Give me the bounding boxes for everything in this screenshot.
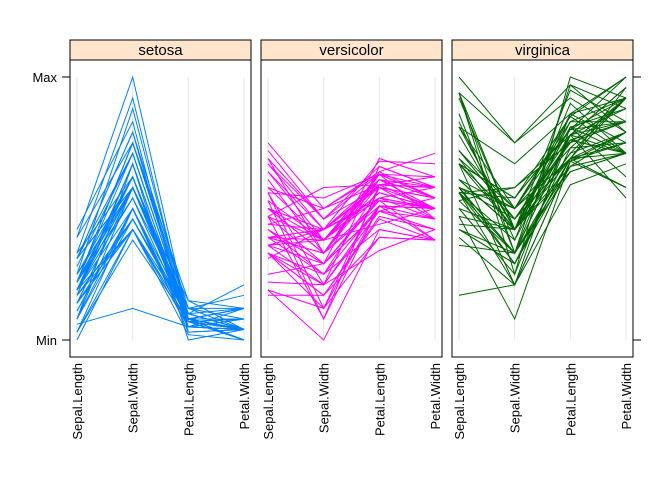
observation-line-versicolor-29 [267, 228, 436, 275]
observation-line-virginica-19 [458, 160, 627, 321]
variable-label-virginica-1: Sepal.Width [508, 363, 523, 433]
observation-line-versicolor-25 [267, 171, 436, 231]
observation-line-virginica-34 [458, 133, 627, 276]
observation-line-versicolor-31 [267, 218, 436, 297]
observation-line-setosa-37 [76, 162, 245, 341]
observation-line-setosa-42 [76, 207, 245, 333]
strip-label-virginica: virginica [515, 42, 571, 59]
variable-label-virginica-3: Petal.Width [619, 363, 634, 429]
variable-label-versicolor-1: Sepal.Width [317, 363, 332, 433]
observation-line-versicolor-37 [267, 186, 436, 310]
observation-line-setosa-41 [76, 307, 245, 328]
observation-line-virginica-25 [458, 115, 627, 210]
strip-label-versicolor: versicolor [319, 42, 383, 59]
observation-line-versicolor-42 [267, 205, 436, 276]
observation-line-virginica-47 [458, 131, 627, 231]
panel-border-virginica [451, 59, 634, 358]
observation-line-versicolor-46 [267, 197, 436, 241]
observation-line-virginica-48 [458, 97, 627, 202]
variable-label-versicolor-0: Sepal.Length [261, 363, 276, 440]
observation-line-virginica-27 [458, 152, 627, 231]
observation-line-versicolor-27 [267, 160, 436, 231]
observation-line-versicolor-39 [267, 205, 436, 286]
observation-line-versicolor-33 [267, 157, 436, 265]
observation-line-virginica-3 [458, 134, 627, 241]
series-versicolor [267, 142, 436, 341]
observation-line-versicolor-49 [267, 200, 436, 254]
observation-line-virginica-38 [458, 152, 627, 231]
variable-label-versicolor-2: Petal.Length [372, 363, 387, 436]
observation-line-virginica-21 [458, 131, 627, 254]
observation-line-setosa-49 [76, 196, 245, 330]
left-axis-label-min: Min [36, 333, 57, 348]
observation-line-versicolor-32 [267, 210, 436, 265]
observation-line-versicolor-41 [267, 179, 436, 231]
observation-line-setosa-13 [76, 228, 245, 341]
observation-line-virginica-41 [458, 97, 627, 220]
observation-line-virginica-42 [458, 142, 627, 265]
observation-line-setosa-45 [76, 228, 245, 323]
right-axis [633, 76, 641, 341]
observation-line-virginica-49 [458, 152, 627, 231]
observation-line-versicolor-34 [267, 184, 436, 259]
variable-label-virginica-2: Petal.Length [563, 363, 578, 436]
observation-line-virginica-37 [458, 139, 627, 220]
observation-line-versicolor-36 [267, 158, 436, 220]
observation-line-virginica-35 [458, 92, 627, 231]
variable-label-setosa-1: Sepal.Width [126, 363, 141, 433]
variable-label-setosa-2: Petal.Length [181, 363, 196, 436]
variable-label-versicolor-3: Petal.Width [428, 363, 443, 429]
panel-versicolor: versicolor Sepal.Length Sepal.Width Petal.L… [260, 39, 443, 440]
strip-label-setosa: setosa [138, 42, 183, 59]
observation-line-virginica-46 [458, 142, 627, 286]
observation-line-virginica-31 [458, 76, 627, 144]
variable-label-setosa-3: Petal.Width [237, 363, 252, 429]
observation-line-setosa-46 [76, 141, 245, 330]
observation-line-versicolor-43 [267, 236, 436, 309]
observation-line-virginica-9 [458, 76, 627, 165]
left-axis: Min Max [32, 70, 70, 348]
series-setosa [76, 75, 245, 341]
panel-setosa: setosa Sepal.Length Sepal.Width Petal.Lengt… [69, 39, 252, 440]
observation-line-setosa-48 [76, 151, 245, 330]
panel-border-versicolor [260, 59, 443, 358]
panels: setosa Sepal.Length Sepal.Width Petal.Lengt… [69, 39, 634, 440]
observation-line-virginica-44 [458, 76, 627, 199]
observation-line-virginica-17 [458, 84, 627, 144]
observation-line-virginica-22 [458, 84, 627, 255]
observation-line-setosa-34 [76, 218, 245, 341]
observation-line-virginica-30 [458, 113, 627, 255]
observation-line-versicolor-48 [267, 229, 436, 286]
observation-line-versicolor-47 [267, 192, 436, 241]
panel-border-setosa [69, 59, 252, 358]
variable-label-setosa-0: Sepal.Length [70, 363, 85, 440]
observation-line-virginica-40 [458, 87, 627, 220]
observation-line-versicolor-45 [267, 197, 436, 238]
variable-label-virginica-0: Sepal.Length [452, 363, 467, 440]
panel-virginica: virginica Sepal.Length Sepal.Width Petal.Le… [451, 39, 634, 440]
series-virginica [458, 76, 627, 321]
observation-line-setosa-43 [76, 175, 245, 315]
left-axis-label-max: Max [32, 70, 57, 85]
